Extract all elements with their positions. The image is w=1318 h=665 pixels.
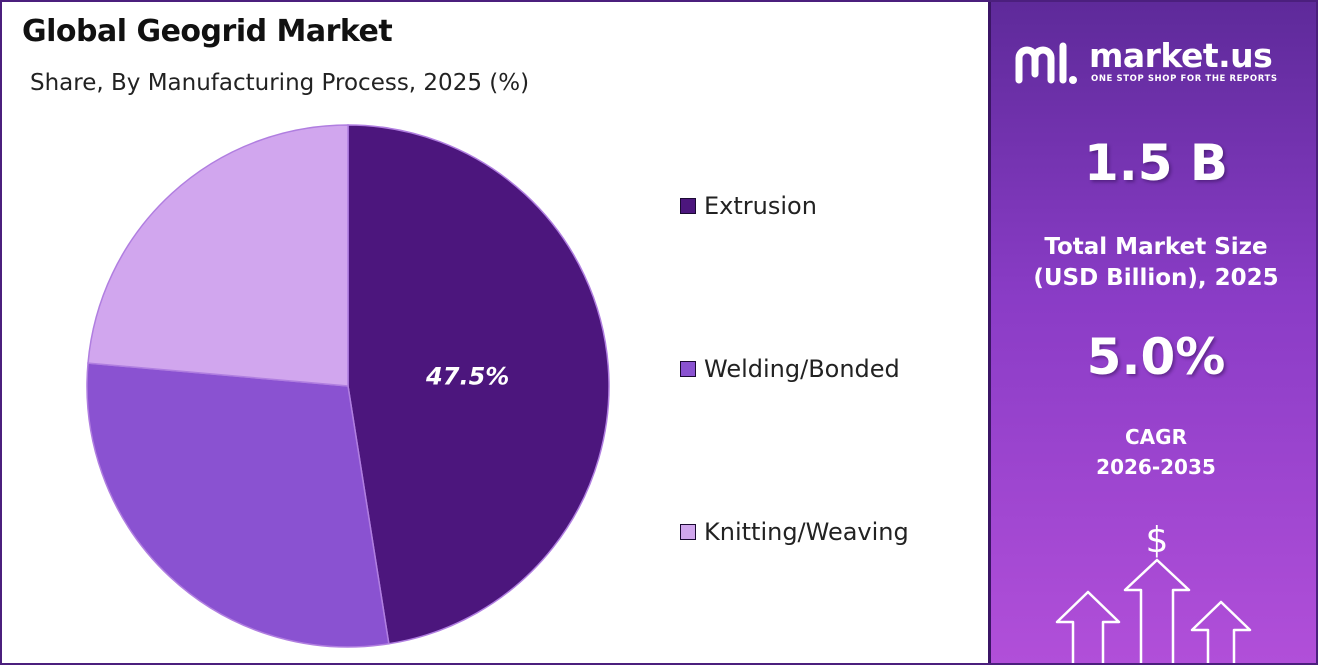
legend-item-welding-bonded: Welding/Bonded bbox=[680, 355, 900, 383]
brand-name: market.us bbox=[1089, 36, 1273, 75]
chart-title: Global Geogrid Market bbox=[22, 14, 393, 49]
cagr-label-line1: CAGR bbox=[1125, 425, 1187, 449]
legend-swatch bbox=[680, 361, 696, 377]
dollar-sign-icon: $ bbox=[1146, 520, 1169, 561]
legend-label: Knitting/Weaving bbox=[704, 518, 909, 546]
dollar-arrows-icon: $ bbox=[1055, 520, 1252, 663]
chart-area: Global Geogrid Market Share, By Manufact… bbox=[2, 2, 988, 663]
pie-data-label: 47.5% bbox=[425, 363, 509, 391]
legend-swatch bbox=[680, 198, 696, 214]
legend-label: Extrusion bbox=[704, 192, 817, 220]
market-us-logo-icon bbox=[1015, 42, 1077, 84]
legend-item-extrusion: Extrusion bbox=[680, 192, 817, 220]
cagr-value: 5.0% bbox=[1086, 328, 1226, 386]
market-size-label-line2: (USD Billion), 2025 bbox=[1033, 265, 1279, 291]
pie-slice-knitting-weaving bbox=[87, 124, 349, 387]
legend-item-knitting-weaving: Knitting/Weaving bbox=[680, 518, 909, 546]
legend-swatch bbox=[680, 524, 696, 540]
cagr-label-line2: 2026-2035 bbox=[1096, 455, 1216, 479]
pie-slice-welding-bonded bbox=[86, 362, 390, 648]
legend-label: Welding/Bonded bbox=[704, 355, 900, 383]
market-size-label-line1: Total Market Size bbox=[1044, 234, 1268, 260]
brand: market.us ONE STOP SHOP FOR THE REPORTS bbox=[1011, 36, 1301, 92]
pie-chart: 47.5% bbox=[86, 124, 610, 648]
summary-panel: market.us ONE STOP SHOP FOR THE REPORTS … bbox=[988, 2, 1316, 663]
pie-slice-extrusion bbox=[347, 124, 610, 645]
chart-subtitle: Share, By Manufacturing Process, 2025 (%… bbox=[30, 70, 530, 96]
brand-tagline: ONE STOP SHOP FOR THE REPORTS bbox=[1091, 74, 1278, 84]
market-size-value: 1.5 B bbox=[1083, 134, 1229, 192]
